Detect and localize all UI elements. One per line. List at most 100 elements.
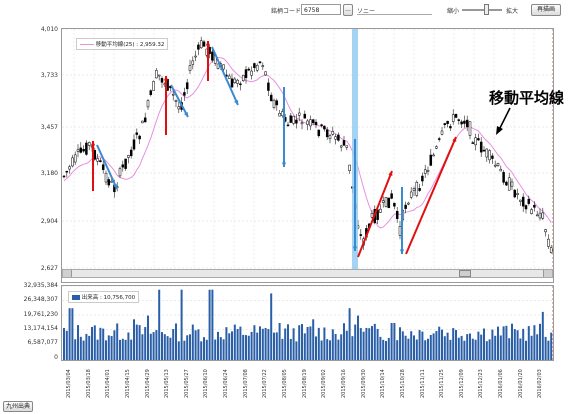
- candle-body: [384, 197, 388, 207]
- candle-body: [269, 94, 273, 102]
- volume-bar: [320, 340, 323, 360]
- volume-bar: [362, 331, 365, 360]
- volume-y-tick: 19,761,230: [23, 311, 58, 318]
- volume-bar: [135, 324, 138, 360]
- candle-body: [244, 69, 248, 79]
- candle-body: [429, 154, 433, 166]
- horizontal-scrollbar[interactable]: [62, 269, 553, 278]
- zoom-slider-thumb[interactable]: [484, 4, 489, 15]
- candle-body: [275, 100, 279, 106]
- volume-bar: [222, 339, 225, 360]
- volume-bar: [457, 337, 460, 360]
- candle-body: [306, 120, 309, 125]
- candle-body: [317, 129, 321, 137]
- candle-body: [412, 188, 416, 191]
- candle-body: [334, 136, 337, 140]
- candle-body: [510, 181, 514, 187]
- x-axis-label: 2015/08/19: [301, 369, 308, 398]
- volume-bar: [373, 323, 376, 360]
- volume-bar: [289, 338, 292, 360]
- code-input[interactable]: 6758: [301, 4, 341, 15]
- candle-body: [289, 115, 293, 123]
- volume-bar: [267, 329, 270, 360]
- scroll-left-button[interactable]: [63, 270, 72, 277]
- volume-bar: [499, 335, 502, 360]
- volume-y-tick: 26,348,307: [23, 296, 58, 303]
- candle-body: [493, 164, 497, 167]
- candle-body: [491, 155, 494, 159]
- volume-bar: [152, 332, 155, 360]
- volume-bar: [541, 311, 544, 360]
- volume-bar: [393, 323, 396, 360]
- volume-bar: [303, 333, 306, 360]
- annotation-arrow: [496, 107, 511, 135]
- x-axis-label: 2015/09/30: [360, 369, 367, 398]
- candle-body: [82, 149, 85, 152]
- candle-body: [502, 172, 505, 183]
- candle-body: [345, 145, 349, 148]
- zoom-in-label: 拡大: [506, 8, 519, 15]
- volume-bar: [287, 324, 289, 360]
- candle-body: [457, 119, 461, 121]
- lookup-button[interactable]: ...: [343, 4, 353, 16]
- candle-body: [104, 172, 108, 183]
- redraw-button[interactable]: 再描画: [531, 4, 561, 16]
- candle-body: [339, 145, 343, 148]
- footer-button[interactable]: 九州出典: [3, 401, 33, 412]
- candle-body: [398, 226, 402, 236]
- volume-bar: [519, 338, 522, 360]
- candle-body: [71, 157, 74, 167]
- volume-bar: [298, 325, 301, 360]
- scroll-right-button[interactable]: [543, 270, 552, 277]
- scroll-thumb[interactable]: [459, 270, 471, 277]
- candle-body: [65, 170, 69, 173]
- candle-body: [544, 229, 547, 233]
- volume-bar: [497, 326, 499, 360]
- volume-bar: [99, 327, 102, 360]
- volume-legend-label: 出来高 : 10,756,700: [81, 295, 136, 301]
- candle-body: [157, 74, 161, 77]
- candle-body: [477, 138, 480, 141]
- candle-body: [230, 78, 234, 88]
- ma-annotation: 移動平均線: [489, 89, 565, 107]
- volume-bar: [217, 331, 219, 360]
- zoom-slider-track[interactable]: [462, 9, 502, 11]
- candle-body: [381, 200, 385, 203]
- volume-bar: [407, 338, 410, 360]
- volume-bar: [301, 323, 303, 360]
- candle-body: [465, 119, 469, 128]
- volume-bars: [63, 289, 553, 360]
- volume-bar: [177, 341, 180, 360]
- volume-bar: [239, 326, 242, 360]
- candle-body: [331, 131, 335, 135]
- x-axis-label: 2015/04/01: [105, 369, 112, 398]
- candle-body: [446, 120, 449, 124]
- volume-bar: [413, 335, 415, 360]
- x-axis-label: 2015/05/27: [183, 369, 190, 398]
- volume-bar: [449, 339, 452, 360]
- volume-bar: [382, 339, 385, 360]
- volume-bar: [544, 336, 547, 360]
- volume-bar: [331, 329, 334, 360]
- x-axis-label: 2016/01/20: [517, 369, 524, 398]
- candle-body: [463, 120, 466, 124]
- volume-bar: [231, 331, 233, 360]
- candle-body: [194, 55, 197, 58]
- volume-bar: [88, 335, 91, 360]
- candle-body: [387, 197, 391, 209]
- volume-bar: [71, 308, 74, 360]
- price-y-tick: 2,904: [40, 218, 58, 225]
- volume-bar: [102, 328, 105, 360]
- company-name: ソニー: [357, 8, 376, 15]
- volume-y-tick: 0: [54, 354, 58, 361]
- volume-bar: [345, 330, 348, 360]
- volume-bar: [247, 335, 250, 360]
- candle-body: [297, 112, 301, 116]
- candle-body: [132, 139, 136, 150]
- candle-body: [264, 71, 267, 76]
- volume-bar: [351, 336, 354, 360]
- company-underline: [357, 14, 432, 15]
- candle-body: [496, 163, 500, 167]
- volume-bar: [376, 328, 379, 360]
- price-chart: [62, 29, 553, 269]
